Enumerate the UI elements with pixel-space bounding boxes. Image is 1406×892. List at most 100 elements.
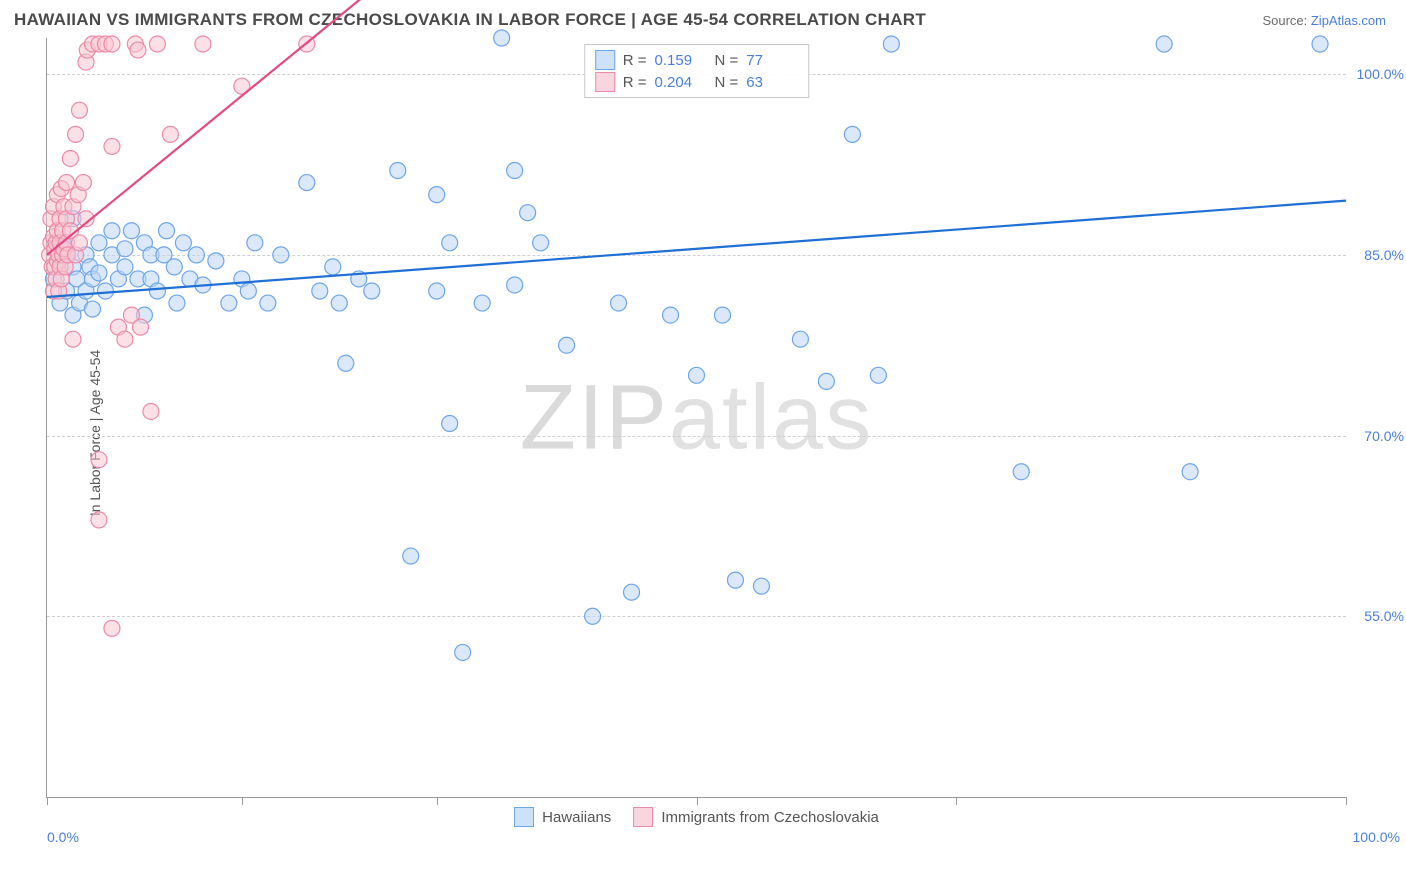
data-point — [169, 295, 185, 311]
y-tick-label: 100.0% — [1357, 66, 1404, 82]
legend-swatch-blue — [514, 807, 534, 827]
r-label: R = — [623, 74, 647, 91]
data-point — [507, 277, 523, 293]
data-point — [818, 373, 834, 389]
data-point — [1013, 464, 1029, 480]
legend-item: Immigrants from Czechoslovakia — [633, 807, 879, 827]
data-point — [727, 572, 743, 588]
data-point — [91, 512, 107, 528]
data-point — [429, 283, 445, 299]
data-point — [260, 295, 276, 311]
data-point — [870, 367, 886, 383]
data-point — [753, 578, 769, 594]
n-label: N = — [715, 52, 739, 69]
data-point — [559, 337, 575, 353]
trend-line — [47, 201, 1346, 297]
data-point — [58, 175, 74, 191]
data-point — [75, 175, 91, 191]
data-point — [240, 283, 256, 299]
source-attribution: Source: ZipAtlas.com — [1262, 13, 1386, 28]
chart-container: In Labor Force | Age 45-54 ZIPatlas R = … — [46, 38, 1346, 828]
n-value: 77 — [746, 52, 798, 69]
legend-correlation: R = 0.159 N = 77 R = 0.204 N = 63 — [584, 44, 810, 98]
data-point — [143, 403, 159, 419]
data-point — [611, 295, 627, 311]
data-point — [792, 331, 808, 347]
source-prefix: Source: — [1262, 13, 1310, 28]
n-value: 63 — [746, 74, 798, 91]
data-point — [195, 36, 211, 52]
data-point — [123, 223, 139, 239]
plot-area: ZIPatlas R = 0.159 N = 77 R = 0.204 N = … — [46, 38, 1346, 798]
x-label-max: 100.0% — [1353, 829, 1400, 845]
data-point — [663, 307, 679, 323]
y-tick-label: 70.0% — [1364, 428, 1404, 444]
data-point — [403, 548, 419, 564]
data-point — [1156, 36, 1172, 52]
data-point — [62, 150, 78, 166]
data-point — [91, 265, 107, 281]
y-tick-label: 85.0% — [1364, 247, 1404, 263]
legend-series: Hawaiians Immigrants from Czechoslovakia — [47, 807, 1346, 827]
data-point — [149, 283, 165, 299]
legend-row: R = 0.204 N = 63 — [595, 71, 799, 93]
data-point — [117, 259, 133, 275]
data-point — [104, 223, 120, 239]
data-point — [68, 126, 84, 142]
data-point — [844, 126, 860, 142]
legend-row: R = 0.159 N = 77 — [595, 49, 799, 71]
data-point — [364, 283, 380, 299]
data-point — [71, 102, 87, 118]
data-point — [299, 175, 315, 191]
data-point — [429, 187, 445, 203]
data-point — [104, 620, 120, 636]
data-point — [533, 235, 549, 251]
data-point — [65, 331, 81, 347]
data-point — [117, 241, 133, 257]
data-point — [104, 36, 120, 52]
data-point — [104, 138, 120, 154]
data-point — [494, 30, 510, 46]
data-point — [117, 331, 133, 347]
r-label: R = — [623, 52, 647, 69]
x-label-min: 0.0% — [47, 829, 79, 845]
chart-title: HAWAIIAN VS IMMIGRANTS FROM CZECHOSLOVAK… — [14, 10, 926, 30]
data-point — [455, 644, 471, 660]
data-point — [133, 319, 149, 335]
data-point — [159, 223, 175, 239]
data-point — [221, 295, 237, 311]
data-point — [71, 235, 87, 251]
data-point — [883, 36, 899, 52]
data-point — [331, 295, 347, 311]
data-point — [130, 42, 146, 58]
source-link[interactable]: ZipAtlas.com — [1311, 13, 1386, 28]
chart-header: HAWAIIAN VS IMMIGRANTS FROM CZECHOSLOVAK… — [0, 0, 1406, 38]
data-point — [188, 247, 204, 263]
data-point — [84, 301, 100, 317]
data-point — [1182, 464, 1198, 480]
data-point — [390, 163, 406, 179]
data-point — [474, 295, 490, 311]
legend-swatch-blue — [595, 50, 615, 70]
data-point — [312, 283, 328, 299]
data-point — [507, 163, 523, 179]
data-point — [175, 235, 191, 251]
data-point — [520, 205, 536, 221]
r-value: 0.159 — [655, 52, 707, 69]
data-point — [714, 307, 730, 323]
r-value: 0.204 — [655, 74, 707, 91]
legend-label: Hawaiians — [542, 809, 611, 826]
data-point — [624, 584, 640, 600]
data-point — [442, 416, 458, 432]
data-point — [1312, 36, 1328, 52]
n-label: N = — [715, 74, 739, 91]
data-point — [97, 283, 113, 299]
data-point — [689, 367, 705, 383]
data-point — [442, 235, 458, 251]
legend-item: Hawaiians — [514, 807, 611, 827]
legend-swatch-pink — [633, 807, 653, 827]
scatter-svg — [47, 38, 1346, 797]
legend-label: Immigrants from Czechoslovakia — [661, 809, 879, 826]
data-point — [162, 126, 178, 142]
data-point — [166, 259, 182, 275]
